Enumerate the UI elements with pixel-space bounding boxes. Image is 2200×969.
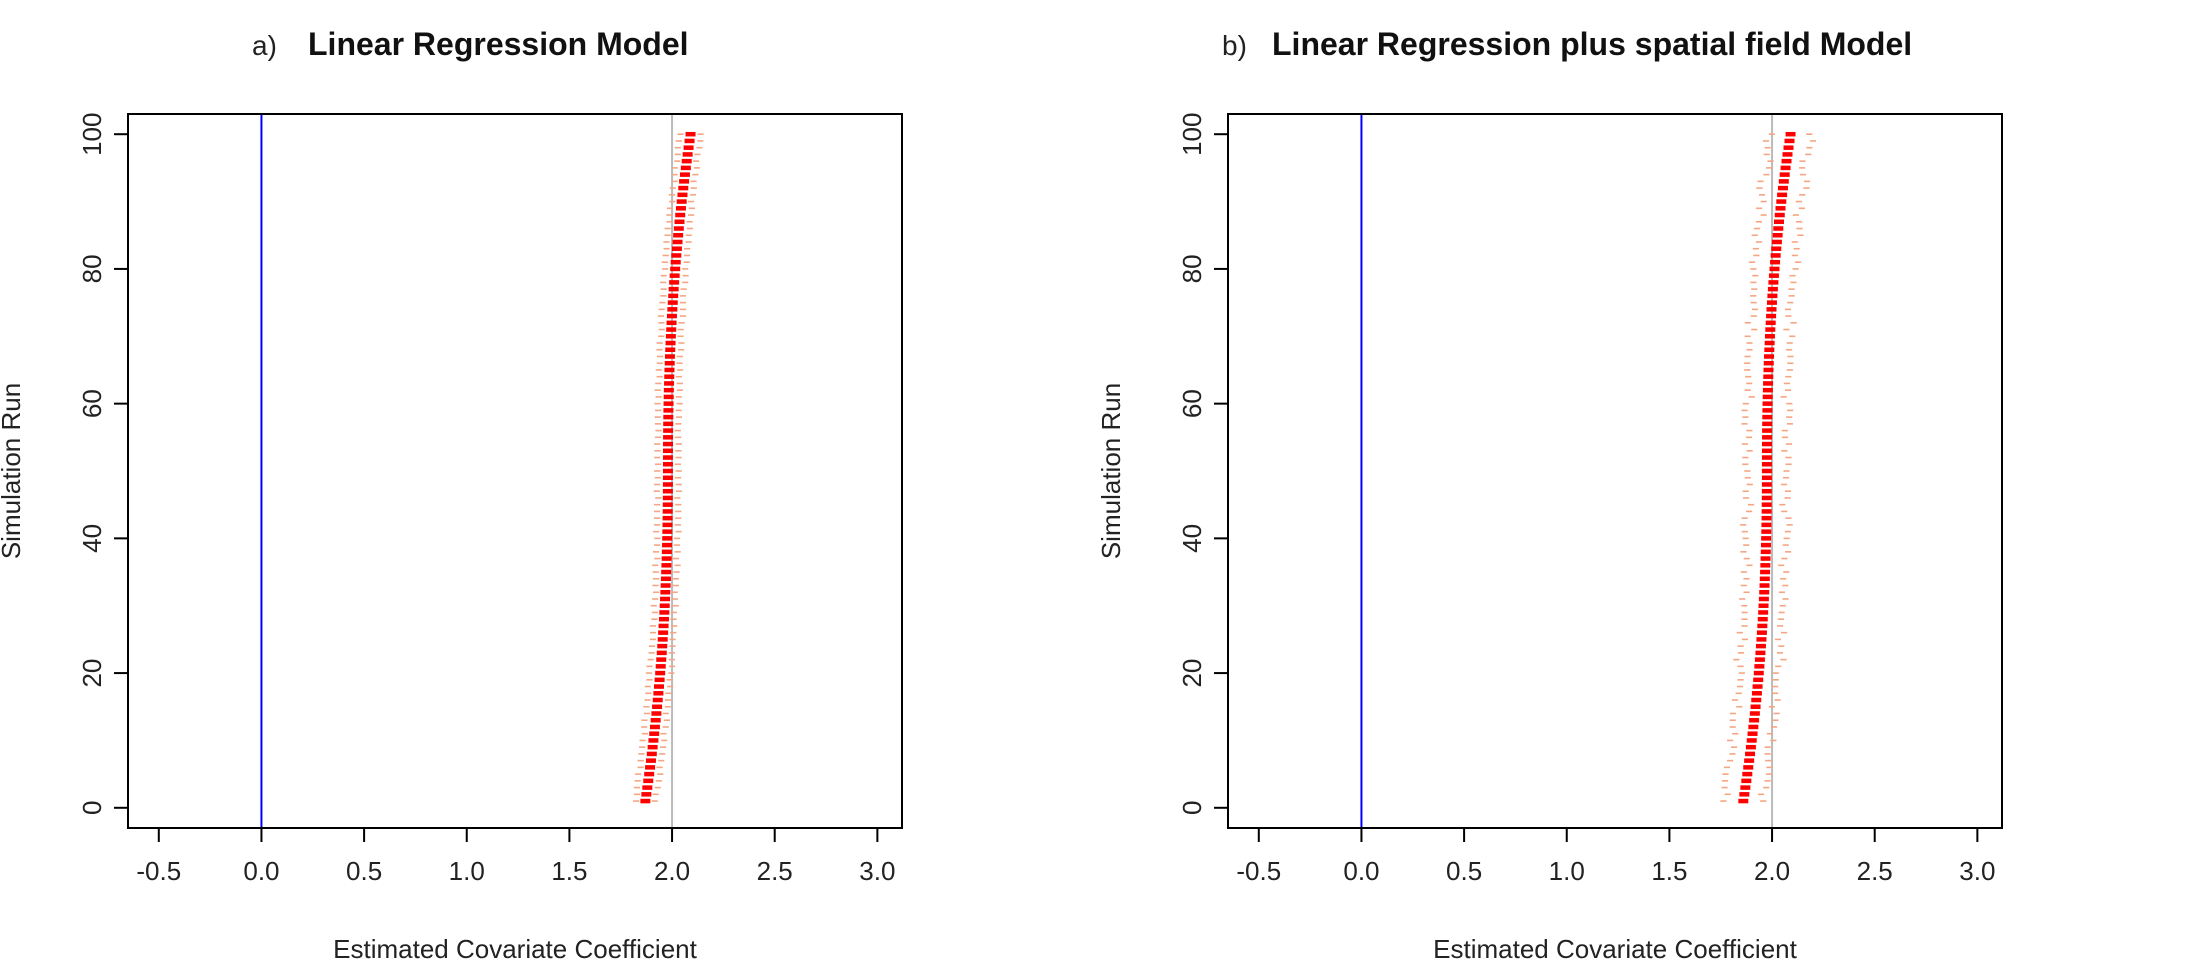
y-tick-label: 40: [1177, 524, 1207, 553]
y-tick-label: 80: [77, 254, 107, 283]
chart-svg-b: -0.5 0.0 0.5 1.0 1.5 2.0 2.5 3.0 0 20 40 60 80 100 Est…: [1100, 113, 2003, 964]
y-tick-label: 100: [1177, 113, 1207, 156]
y-tick-label: 80: [1177, 254, 1207, 283]
plot-frame: [127, 113, 903, 829]
y-axis-label: Simulation Run: [0, 383, 26, 559]
x-tick-label: 1.5: [551, 856, 587, 886]
x-tick-label: 1.5: [1651, 856, 1687, 886]
y-tick-label: 20: [1177, 659, 1207, 688]
x-tick-label: 0.5: [1446, 856, 1482, 886]
y-tick-label: 60: [1177, 389, 1207, 418]
x-tick-label: 2.5: [757, 856, 793, 886]
y-tick-label: 0: [1177, 801, 1207, 815]
plot-frame: [1227, 113, 2003, 829]
x-tick-label: 0.0: [1343, 856, 1379, 886]
y-tick-label: 60: [77, 389, 107, 418]
y-tick-label: 40: [77, 524, 107, 553]
x-tick-label: 0.5: [346, 856, 382, 886]
x-tick-label: 2.5: [1857, 856, 1893, 886]
x-tick-label: 0.0: [243, 856, 279, 886]
x-tick-label: 1.0: [1549, 856, 1585, 886]
panel-letter: a): [252, 30, 277, 61]
chart-title: Linear Regression plus spatial field Mod…: [1272, 26, 1913, 62]
y-tick-label: 20: [77, 659, 107, 688]
panel-a: a) Linear Regression Model -0.5 0.0 0.5 1.0…: [0, 26, 903, 964]
x-axis-label: Estimated Covariate Coefficient: [333, 934, 697, 964]
x-axis-label: Estimated Covariate Coefficient: [1433, 934, 1797, 964]
y-axis-label: Simulation Run: [1100, 383, 1126, 559]
x-tick-label: 3.0: [1959, 856, 1995, 886]
chart-title: Linear Regression Model: [308, 26, 689, 62]
y-tick-label: 100: [77, 113, 107, 156]
y-tick-label: 0: [77, 801, 107, 815]
x-tick-label: 3.0: [859, 856, 895, 886]
x-tick-label: 2.0: [1754, 856, 1790, 886]
chart-svg-a: -0.5 0.0 0.5 1.0 1.5 2.0 2.5 3.0 0 20 40 60 80 100 Est…: [0, 113, 903, 964]
x-tick-label: -0.5: [136, 856, 181, 886]
panel-letter: b): [1222, 30, 1247, 61]
panel-b: b) Linear Regression plus spatial field …: [1100, 0, 2200, 969]
x-tick-label: 1.0: [449, 856, 485, 886]
x-tick-label: 2.0: [654, 856, 690, 886]
x-tick-label: -0.5: [1236, 856, 1281, 886]
